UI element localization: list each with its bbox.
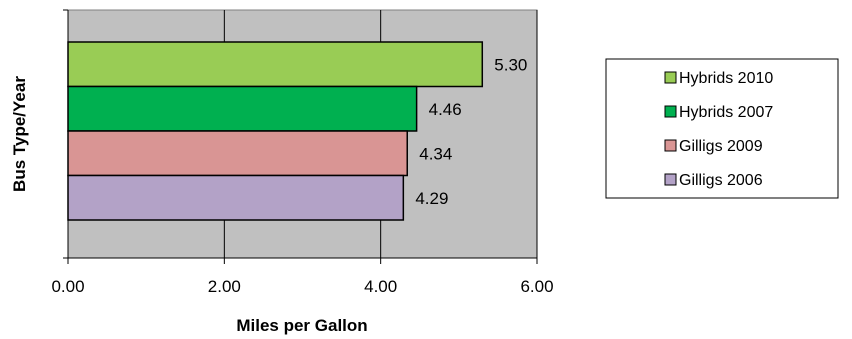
legend-label: Gilligs 2009 [679, 138, 763, 155]
x-axis-title: Miles per Gallon [236, 316, 367, 335]
data-label: 4.34 [419, 144, 452, 163]
bar [67, 174, 405, 221]
data-labels: 5.30 4.46 4.34 4.29 [415, 55, 527, 208]
bar [67, 85, 418, 132]
bars [67, 41, 484, 221]
x-tick-label: 0.00 [51, 277, 84, 296]
legend: Hybrids 2010 Hybrids 2007 Gilligs 2009 Gill… [605, 58, 839, 199]
axes [67, 10, 537, 259]
data-label: 4.29 [415, 189, 448, 208]
data-label: 4.46 [429, 100, 462, 119]
x-tick-label: 2.00 [208, 277, 241, 296]
y-ticks [63, 9, 68, 259]
x-ticks: 0.00 2.00 4.00 6.00 [51, 258, 554, 296]
legend-swatch [664, 139, 677, 152]
bar [67, 41, 484, 88]
legend-label: Hybrids 2007 [679, 104, 773, 121]
legend-label: Gilligs 2006 [679, 172, 763, 189]
legend-swatch [664, 173, 677, 186]
x-tick-label: 4.00 [364, 277, 397, 296]
data-label: 5.30 [494, 55, 527, 74]
bar [67, 130, 408, 177]
legend-box [605, 58, 839, 199]
legend-swatch [664, 105, 677, 118]
legend-label: Hybrids 2010 [679, 70, 773, 87]
legend-swatch [664, 71, 677, 84]
y-axis-title: Bus Type/Year [10, 76, 29, 192]
x-tick-label: 6.00 [520, 277, 553, 296]
